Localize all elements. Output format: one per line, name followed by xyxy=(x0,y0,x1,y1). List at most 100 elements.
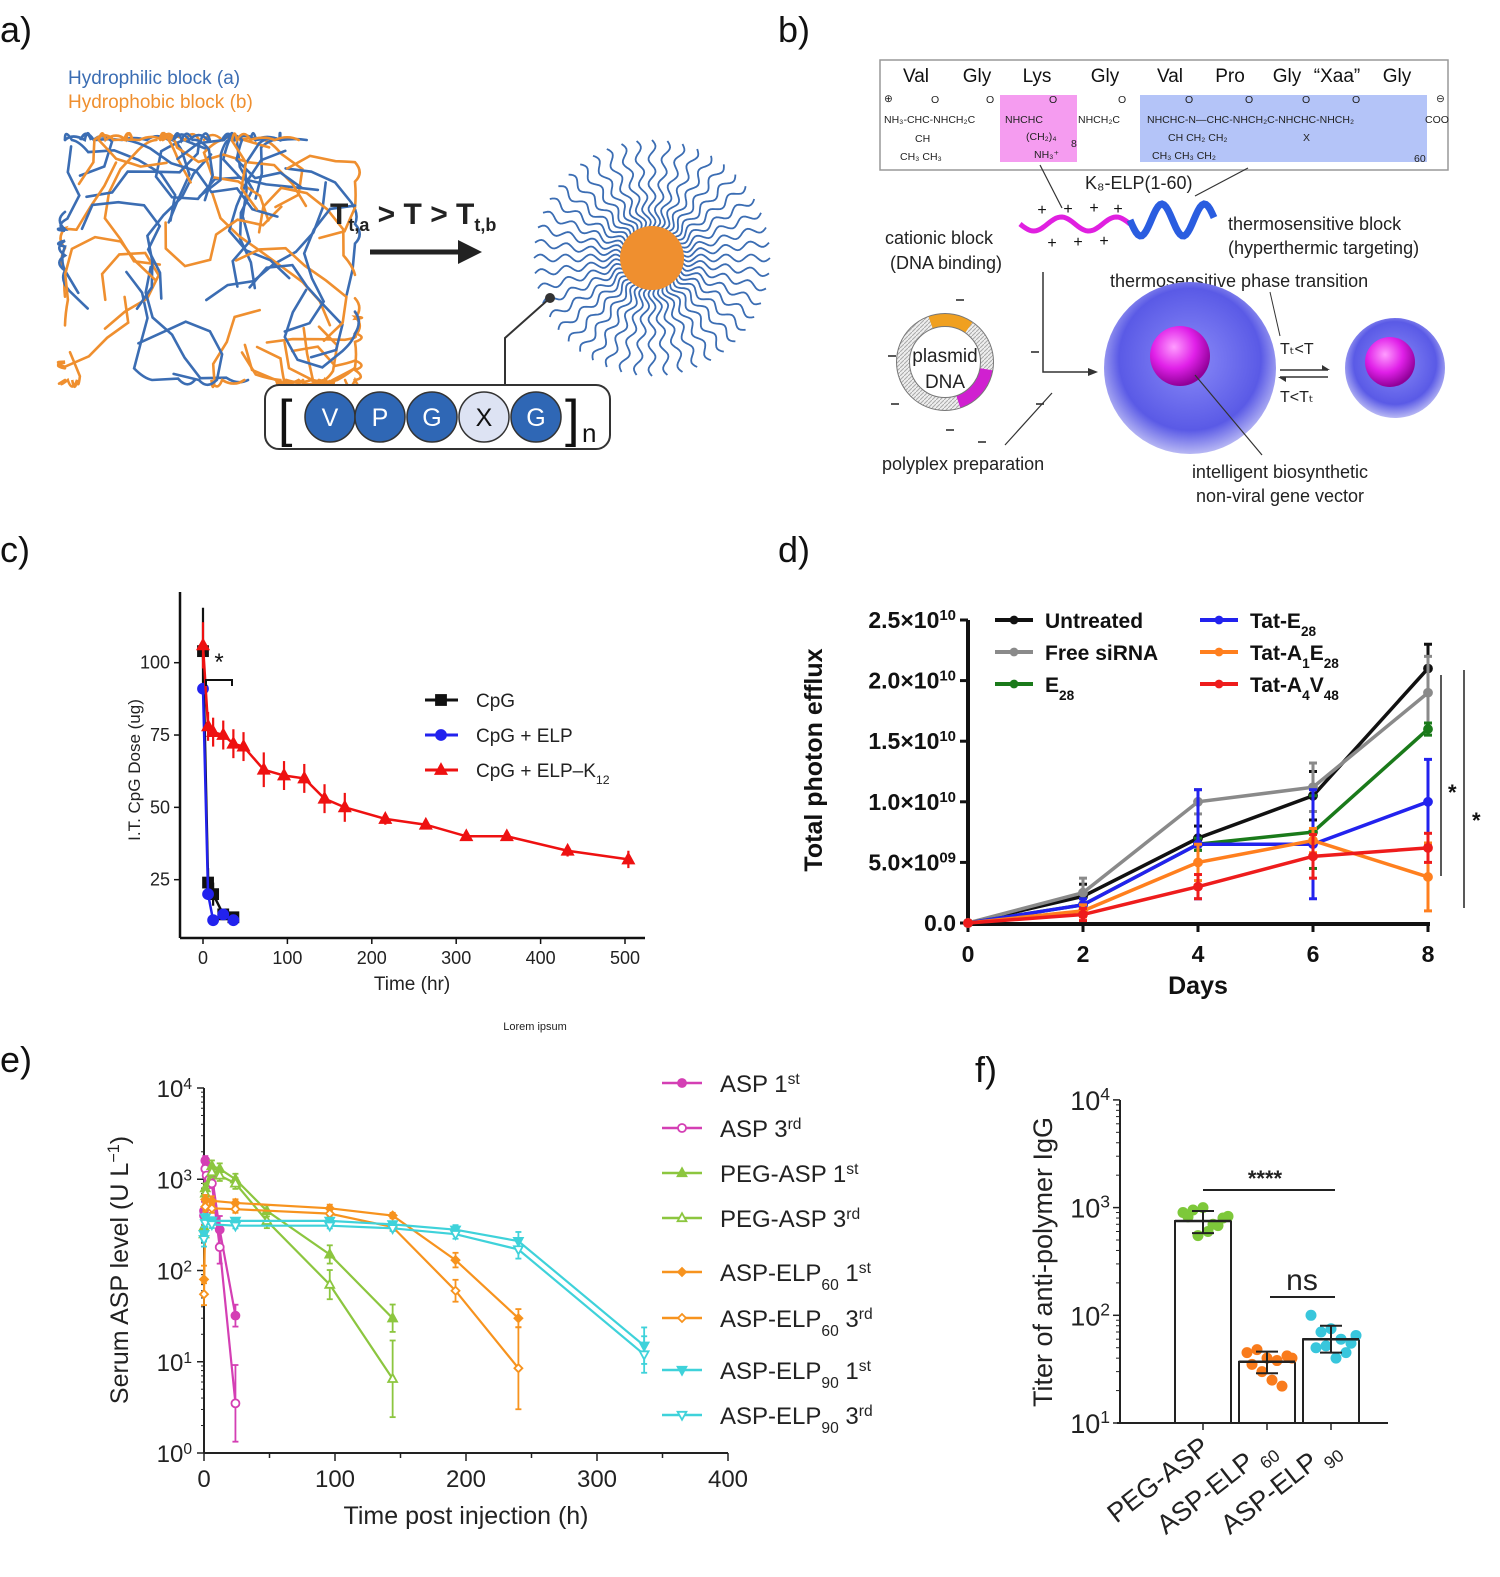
data-point xyxy=(1266,1374,1278,1386)
panel-label-c: c) xyxy=(0,529,30,570)
y-tick-label: 102 xyxy=(157,1258,192,1286)
polyplex-label: polyplex preparation xyxy=(882,454,1044,474)
data-point xyxy=(676,1410,688,1422)
text-segment: 28 xyxy=(1059,688,1075,703)
y-tick-label: 101 xyxy=(157,1349,192,1377)
text-segment: E xyxy=(1310,642,1324,665)
series-2 xyxy=(195,622,636,869)
data-point xyxy=(277,767,292,781)
positive-charge-icon: + xyxy=(1037,202,1046,219)
panel-label-b: b) xyxy=(778,9,810,50)
residue-label: G xyxy=(526,404,545,432)
data-point xyxy=(256,761,271,775)
data-point xyxy=(676,1312,688,1324)
thermosensitive-block-highlight xyxy=(1140,95,1427,162)
residue-label: V xyxy=(322,404,339,432)
y-tick-label: 1.5×1010 xyxy=(868,728,956,755)
data-point xyxy=(1315,1326,1327,1338)
residue-x xyxy=(458,391,510,443)
unassembled-polymer-tangle xyxy=(56,131,364,389)
text-segment: 2 xyxy=(1100,1299,1110,1319)
data-point xyxy=(200,1201,211,1212)
positive-charge-icon: + xyxy=(1047,235,1056,252)
polymer-chain xyxy=(227,149,291,280)
residue-label: P xyxy=(372,404,389,432)
data-point xyxy=(386,1224,399,1235)
micelle-corona-chain xyxy=(548,271,627,318)
y-tick-label: 101 xyxy=(1070,1407,1110,1439)
text-segment: 90 xyxy=(821,1375,839,1392)
arrow-right-icon xyxy=(370,240,482,264)
polymer-chain xyxy=(290,345,363,388)
cationic-sublabel: (DNA binding) xyxy=(890,253,1002,273)
x-axis-label: Time post injection (h) xyxy=(344,1502,589,1530)
text-segment: 1 xyxy=(1100,1407,1110,1427)
text-segment: st xyxy=(788,1071,801,1088)
y-tick-label: 104 xyxy=(1070,1084,1110,1116)
text-segment: 10 xyxy=(157,1167,184,1194)
y-tick-label: 100 xyxy=(157,1441,193,1469)
text-segment: 4 xyxy=(1100,1084,1110,1104)
x-tick-label: 300 xyxy=(577,1466,617,1493)
text-segment: 09 xyxy=(939,849,956,866)
plasmid-label-2: DNA xyxy=(925,372,965,393)
micelle-corona-chain xyxy=(672,279,736,343)
panel-b-diagram: Val Gly Lys Gly Val Pro Gly “Xaa” Gly ⊕ ⊖ NH₃-CH… xyxy=(879,59,1449,506)
x-tick-label: 2 xyxy=(1077,941,1090,967)
residue-name: Lys xyxy=(1023,66,1052,87)
micelle-corona-chain xyxy=(669,281,724,353)
chem-minus: ⊖ xyxy=(1436,93,1445,105)
thermo-sublabel: (hyperthermic targeting) xyxy=(1228,238,1419,258)
x-axis-label: Days xyxy=(1168,972,1228,1000)
micelle-corona-chain xyxy=(542,210,626,247)
data-point xyxy=(450,1254,461,1266)
data-point xyxy=(297,770,312,784)
chem-nh3: NH₃⁺ xyxy=(1034,149,1059,161)
legend-label: Tat-A1E28 xyxy=(1250,642,1339,671)
residue-name: “Xaa” xyxy=(1314,66,1360,87)
text-segment: 10 xyxy=(1070,1086,1100,1116)
data-point xyxy=(1192,1230,1204,1242)
data-point xyxy=(676,1365,688,1377)
polymer-chain xyxy=(265,297,364,344)
micelle-corona-chain xyxy=(592,154,639,233)
text-segment: 28 xyxy=(1301,624,1317,639)
positive-charge-icon: + xyxy=(1113,201,1122,218)
chem-o: O xyxy=(1245,94,1253,106)
micelle-corona-chain xyxy=(681,240,770,258)
text-segment: 1 xyxy=(839,1358,859,1385)
data-point xyxy=(435,694,447,706)
data-point xyxy=(230,1203,241,1215)
polymer-chain xyxy=(286,154,361,240)
residue-label: G xyxy=(422,404,441,432)
micelle-corona-chain xyxy=(604,284,641,368)
legend-label: ASP-ELP90 1st xyxy=(720,1358,872,1392)
residue-name: Gly xyxy=(1273,66,1302,87)
cationic-label: cationic block xyxy=(885,228,994,248)
micelle-corona-chain xyxy=(557,275,629,330)
text-segment: 2.0×10 xyxy=(868,668,939,694)
text-segment: 1 xyxy=(183,1349,192,1366)
x-tick-label: 100 xyxy=(315,1466,355,1493)
micelle-corona-chain xyxy=(579,280,634,352)
cationic-block-highlight xyxy=(1000,95,1077,162)
plasmid-dna: plasmid DNA xyxy=(888,299,1044,443)
x-tick-label: 6 xyxy=(1307,941,1320,967)
micelle xyxy=(533,139,771,377)
data-point xyxy=(676,1211,688,1223)
y-axis-label: Total photon efflux xyxy=(800,648,828,871)
series-5 xyxy=(963,831,1433,928)
text-segment: rd xyxy=(846,1206,860,1223)
micelle-corona-chain xyxy=(558,185,630,240)
chart-d-photon-efflux: 0 2 4 6 80.05.0×10091.0×10101.5×10102.0×1010… xyxy=(800,607,1481,1001)
legend-label: CpG + ELP xyxy=(476,726,573,747)
series-2 xyxy=(198,1159,399,1333)
text-segment: CpG xyxy=(476,691,515,712)
data-point xyxy=(1214,679,1224,689)
chem-side-chains: CH CH₂ CH₂ xyxy=(1168,132,1227,144)
text-segment: 0.0 xyxy=(924,910,956,936)
y-tick-label: 102 xyxy=(1070,1299,1110,1331)
text-segment: 10 xyxy=(939,607,956,624)
chemical-structure: ⊕ ⊖ NH₃-CHC-NHCH₂C NHCHC NHCH₂C NHCHC-N—… xyxy=(884,93,1449,165)
